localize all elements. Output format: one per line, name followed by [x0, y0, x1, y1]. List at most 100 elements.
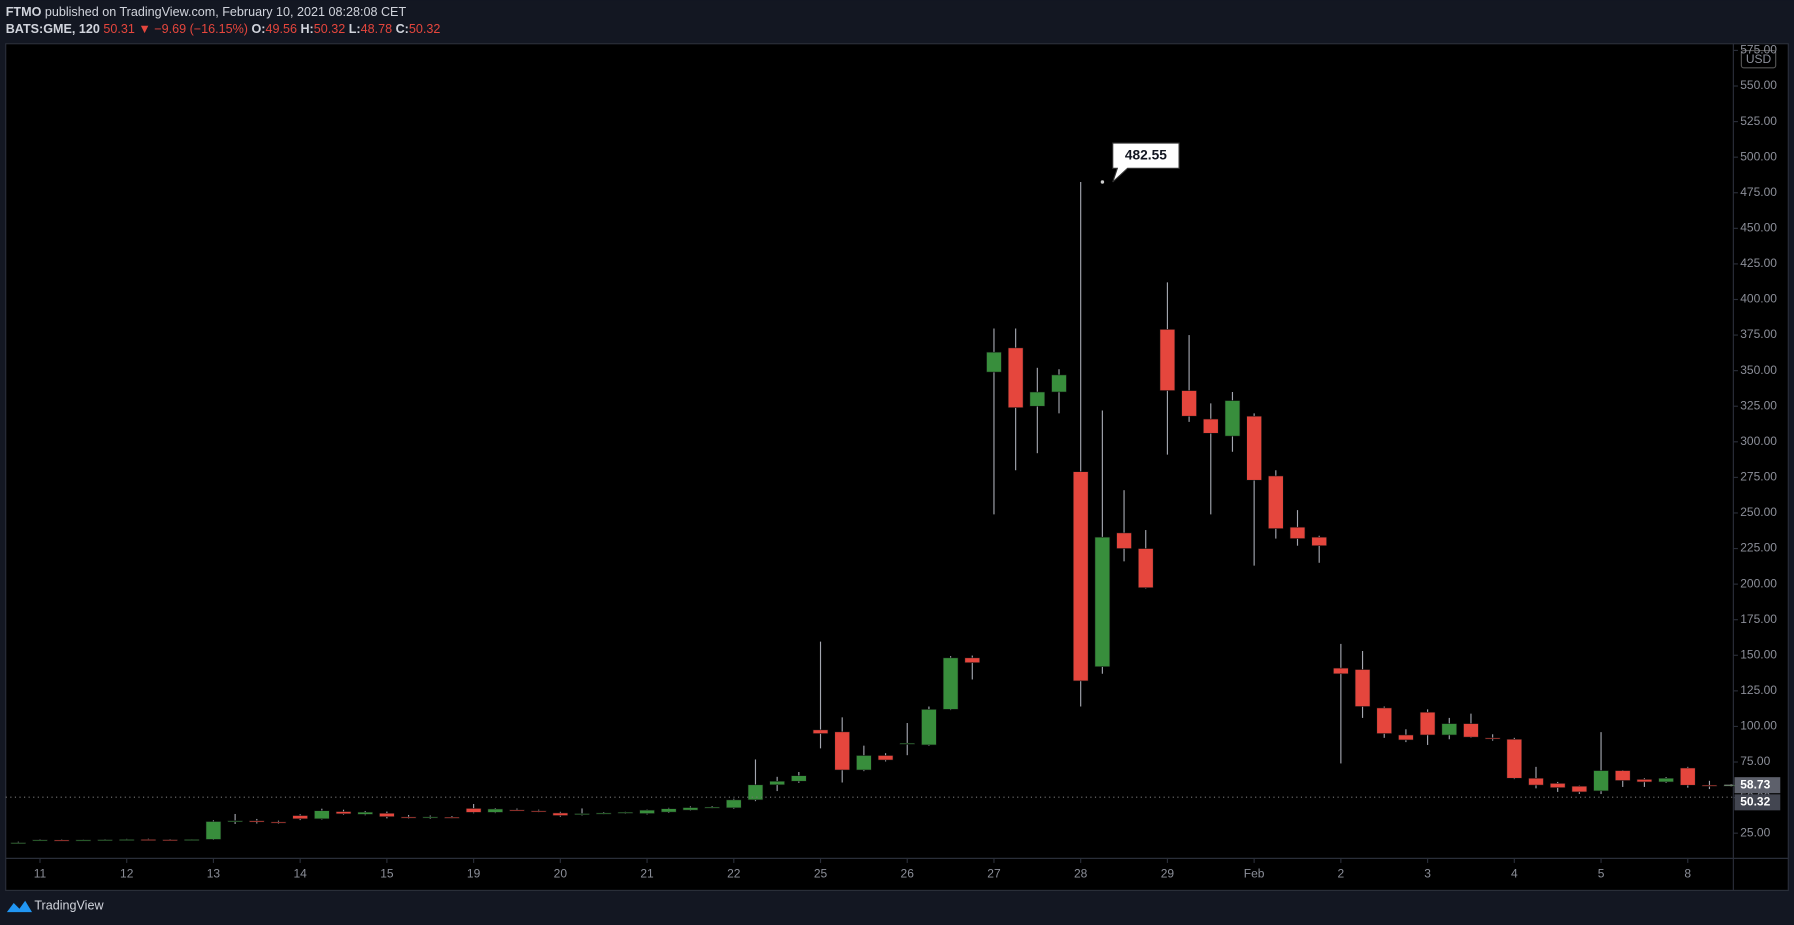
- candle-body: [1549, 783, 1566, 788]
- candle-body: [1658, 777, 1674, 783]
- candle-body: [834, 731, 850, 771]
- ohlc-value: 50.32: [409, 22, 440, 36]
- candle-body: [812, 729, 829, 734]
- candle-body: [1484, 737, 1501, 740]
- x-tick-label: 15: [380, 867, 394, 881]
- x-tick-label: 20: [554, 867, 568, 881]
- candle-body: [118, 839, 135, 841]
- candle-body: [1680, 767, 1696, 786]
- candle-body: [769, 780, 785, 786]
- published: published on TradingView.com, February 1…: [45, 5, 407, 19]
- ohlc-label: L:: [349, 22, 361, 36]
- candle-body: [97, 839, 113, 842]
- plot: [5, 182, 1739, 845]
- ohlc-value: 50.32: [314, 22, 345, 36]
- candle-body: [1007, 347, 1024, 408]
- candle-body: [32, 839, 48, 842]
- candle-body: [899, 742, 915, 745]
- candle-body: [314, 810, 330, 820]
- ohlc-label: H:: [300, 22, 313, 36]
- last-price: 50.31: [103, 22, 134, 36]
- candle-body: [617, 811, 634, 814]
- candle-body: [1506, 738, 1523, 779]
- candle-body: [162, 839, 178, 842]
- x-tick-label: 14: [293, 867, 307, 881]
- x-tick-label: 27: [987, 867, 1001, 881]
- candle-body: [964, 657, 981, 663]
- y-tick-label: 500.00: [1740, 149, 1777, 163]
- y-tick-label: 25.00: [1740, 825, 1770, 839]
- candle-body: [292, 815, 308, 820]
- candle-body: [205, 821, 222, 840]
- plot-area: [5, 43, 1734, 859]
- ohlc-label: O:: [251, 22, 265, 36]
- candle-body: [552, 812, 569, 816]
- candle-body: [1376, 707, 1392, 734]
- y-tick-label: 575.00: [1740, 43, 1777, 57]
- candle-body: [1528, 777, 1544, 786]
- candle-body: [140, 839, 157, 841]
- candle-body: [1029, 391, 1046, 407]
- price-tag-label: 58.73: [1740, 777, 1770, 791]
- candle-body: [682, 807, 699, 811]
- candle-body: [1571, 785, 1588, 793]
- x-tick-label: 25: [814, 867, 828, 881]
- ohlc-value: 49.56: [265, 22, 296, 36]
- candle-body: [1224, 400, 1241, 437]
- y-tick-label: 175.00: [1740, 612, 1777, 626]
- candle-body: [1051, 374, 1067, 393]
- symbol-line: BATS:GME, 120 50.31 ▼ −9.69 (−16.15%) O:…: [6, 22, 441, 36]
- candle-body: [1354, 669, 1371, 707]
- price-axis: [1733, 43, 1789, 891]
- x-tick-label: 26: [901, 867, 915, 881]
- candle-body: [856, 755, 872, 771]
- callout-point: [1100, 180, 1105, 184]
- y-tick-label: 300.00: [1740, 434, 1777, 448]
- y-tick-label: 275.00: [1740, 470, 1777, 484]
- candle-body: [1636, 779, 1653, 783]
- candle-body: [1441, 723, 1457, 736]
- candle-body: [1072, 471, 1089, 682]
- x-tick-label: Feb: [1244, 867, 1265, 881]
- candle-body: [487, 808, 504, 813]
- candle-body: [726, 799, 742, 809]
- price-tag: [1734, 777, 1781, 794]
- ohlc-label: C:: [396, 22, 409, 36]
- currency: USD: [1746, 52, 1772, 66]
- candle-body: [1159, 329, 1176, 391]
- candle-body: [75, 839, 92, 842]
- candle-body: [1419, 711, 1436, 736]
- candle-body: [1289, 526, 1306, 539]
- candle-body: [791, 775, 807, 782]
- candle-body: [400, 816, 417, 819]
- candle-body: [661, 808, 677, 813]
- author: FTMO: [6, 5, 42, 19]
- y-tick-label: 475.00: [1740, 185, 1777, 199]
- x-tick-label: 5: [1598, 867, 1605, 881]
- frame: [5, 43, 1789, 891]
- y-tick-label: 150.00: [1740, 647, 1777, 661]
- price-tag-label: 50.32: [1740, 795, 1770, 809]
- candle-body: [639, 809, 655, 814]
- y-tick-label: 75.00: [1740, 754, 1770, 768]
- candle-body: [1203, 418, 1219, 434]
- y-tick-label: 525.00: [1740, 114, 1777, 128]
- candle-body: [921, 709, 937, 746]
- x-tick-label: 22: [727, 867, 741, 881]
- brand: TradingView: [34, 899, 104, 913]
- candle-body: [942, 657, 959, 710]
- y-tick-label: 225.00: [1740, 541, 1777, 555]
- candle-body: [53, 839, 70, 842]
- candle-body: [465, 808, 482, 813]
- time-axis: [5, 858, 1734, 891]
- y-tick-label: 375.00: [1740, 327, 1777, 341]
- x-tick-label: 19: [467, 867, 481, 881]
- currency-box: [1740, 50, 1777, 69]
- price-tag: [1734, 794, 1781, 811]
- candle-body: [10, 842, 27, 845]
- candle-body: [422, 816, 438, 819]
- y-tick-label: 425.00: [1740, 256, 1777, 270]
- candle-body: [747, 784, 764, 801]
- x-tick-label: 3: [1424, 867, 1431, 881]
